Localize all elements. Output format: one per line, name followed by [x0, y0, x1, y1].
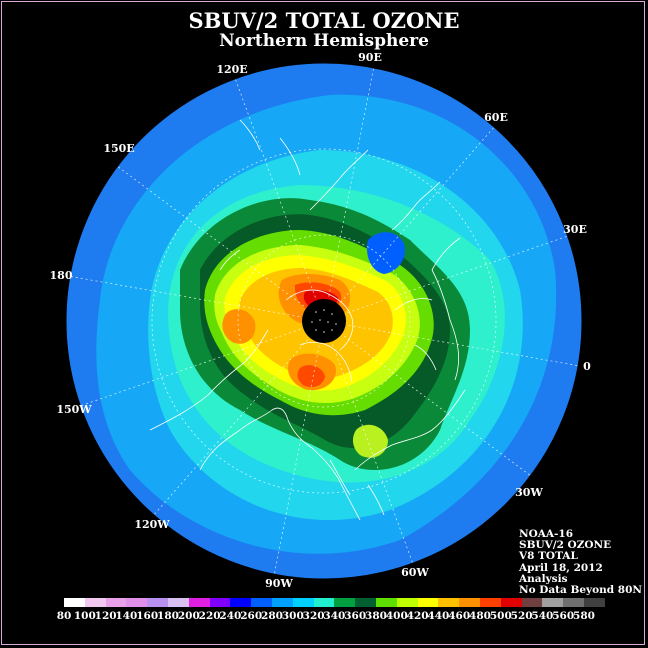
map-title: SBUV/2 TOTAL OZONE: [188, 8, 460, 33]
longitude-label-150w: 150W: [56, 403, 92, 416]
scale-tick-label: 120: [94, 610, 117, 622]
color-swatch: [459, 598, 480, 607]
longitude-label-120w: 120W: [134, 518, 170, 531]
color-swatch: [84, 598, 106, 607]
no-data-note: No Data Beyond 80N: [519, 584, 642, 597]
longitude-label-120e: 120E: [216, 63, 247, 76]
scale-tick-label: 480: [469, 610, 491, 622]
analysis-date: April 18, 2012: [519, 561, 603, 574]
color-swatch: [521, 598, 543, 607]
analysis-type: Analysis: [519, 572, 568, 585]
color-swatch: [417, 598, 439, 607]
band-480-b: [297, 365, 325, 388]
scale-tick-label: 340: [323, 610, 346, 622]
pole-stipple: [311, 309, 337, 333]
scale-tick-label: 380: [365, 610, 387, 622]
scale-tick-label: 520: [510, 610, 533, 622]
satellite-name: NOAA-16: [519, 528, 574, 540]
scale-tick-label: 220: [198, 610, 221, 622]
scale-tick-label: 100: [73, 610, 96, 622]
color-scale-ticks: 80 100 120 140 160 180 200 220 240 260 280 300 320 34…: [56, 610, 598, 624]
color-swatch: [251, 598, 272, 607]
scale-tick-label: 580: [573, 610, 595, 622]
bump-380-atlantic: [352, 424, 388, 458]
color-swatch: [375, 598, 397, 607]
color-swatch: [355, 598, 376, 607]
scale-tick-label: 260: [240, 610, 263, 622]
scale-tick-label: 500: [489, 610, 512, 622]
product-name: SBUV/2 OZONE: [519, 539, 612, 552]
scale-tick-label: 160: [136, 610, 159, 622]
coastlines: [149, 119, 466, 521]
color-swatch: [271, 598, 293, 607]
scale-tick-label: 420: [406, 610, 429, 622]
scale-tick-label: 140: [115, 610, 138, 622]
color-swatch: [126, 598, 148, 607]
color-swatch: [396, 598, 418, 607]
color-swatch: [438, 598, 460, 607]
longitude-label-60w: 60W: [401, 566, 429, 579]
scale-tick-label: 180: [157, 610, 179, 622]
scale-tick-label: 200: [177, 610, 200, 622]
color-swatch: [105, 598, 127, 607]
scale-tick-label: 320: [302, 610, 325, 622]
pole-no-data-disc: [302, 299, 346, 343]
color-swatch: [542, 598, 564, 607]
longitude-label-90w: 90W: [265, 577, 293, 590]
color-swatch: [209, 598, 231, 607]
color-swatch: [147, 598, 168, 607]
scale-tick-label: 560: [552, 610, 575, 622]
scale-tick-label: 540: [531, 610, 554, 622]
product-version: V8 TOTAL: [519, 550, 578, 563]
product-info: NOAA-16 SBUV/2 OZONE V8 TOTAL April 18, …: [519, 528, 642, 597]
scale-tick-label: 360: [344, 610, 367, 622]
map-subtitle: Northern Hemisphere: [219, 31, 429, 51]
scale-tick-label: 300: [281, 610, 304, 622]
longitude-label-0: 0: [583, 360, 591, 373]
scale-tick-label: 280: [261, 610, 283, 622]
scale-tick-label: 400: [385, 610, 408, 622]
scale-tick-label: 460: [448, 610, 471, 622]
longitude-label-90e: 90E: [358, 51, 382, 64]
scale-tick-label: 440: [427, 610, 450, 622]
color-swatch: [167, 598, 189, 607]
color-swatch: [500, 598, 522, 607]
longitude-label-150e: 150E: [103, 142, 134, 155]
color-swatch: [583, 598, 605, 607]
color-swatch: [292, 598, 314, 607]
color-swatch: [563, 598, 584, 607]
color-swatch: [334, 598, 356, 607]
color-swatch: [230, 598, 252, 607]
longitude-label-60e: 60E: [484, 111, 508, 124]
longitude-label-30e: 30E: [563, 223, 587, 236]
color-swatch: [313, 598, 335, 607]
color-swatch: [188, 598, 210, 607]
longitude-label-180: 180: [50, 269, 73, 282]
scale-tick-label: 240: [219, 610, 242, 622]
color-scale-bar: [64, 598, 605, 607]
scale-tick-label: 80: [56, 610, 72, 622]
band-460-c: [222, 309, 256, 344]
longitude-label-30w: 30W: [515, 486, 543, 499]
color-swatch: [479, 598, 501, 607]
graticule: [67, 65, 581, 577]
low-ozone-pocket: [366, 232, 405, 274]
color-swatch: [64, 598, 85, 607]
map-edge: [65, 62, 583, 580]
